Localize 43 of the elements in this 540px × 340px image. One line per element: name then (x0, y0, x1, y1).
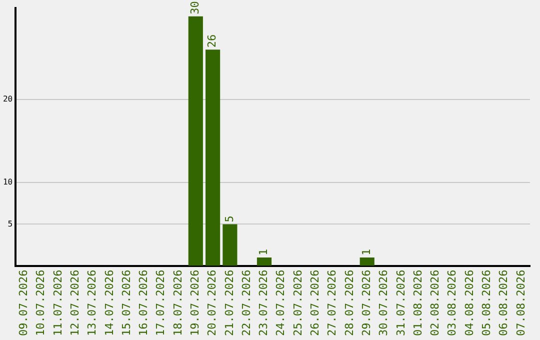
bar (222, 224, 238, 266)
bar (256, 257, 272, 266)
bar (206, 50, 220, 266)
bar (360, 257, 374, 266)
x-tick-label: 21.07.2026 (222, 270, 236, 336)
data-label: 1 (257, 248, 270, 256)
x-tick-label: 28.07.2026 (342, 270, 356, 336)
data-label: 1 (360, 248, 373, 256)
x-tick-label: 18.07.2026 (171, 270, 184, 336)
x-tick-label: 12.07.2026 (68, 270, 82, 336)
y-tick-label: 10 (2, 178, 13, 187)
x-tick-label: 17.07.2026 (154, 270, 168, 336)
x-tick-label: 14.07.2026 (102, 270, 116, 336)
data-label: 5 (222, 216, 236, 222)
x-tick-label: 15.07.2026 (120, 270, 133, 336)
x-tick-label: 19.07.2026 (188, 270, 202, 336)
y-tick-label: 5 (8, 219, 13, 228)
x-tick-label: 30.07.2026 (377, 270, 390, 336)
x-tick-label: 13.07.2026 (86, 270, 99, 336)
x-tick-label: 04.08.2026 (462, 270, 476, 336)
x-tick-label: 06.08.2026 (497, 270, 510, 336)
x-tick-label: 01.08.2026 (411, 270, 424, 336)
x-tick-label: 29.07.2026 (360, 270, 373, 336)
data-label: 30 (188, 1, 202, 14)
x-tick-label: 25.07.2026 (291, 270, 304, 336)
x-tick-label: 03.08.2026 (446, 270, 459, 336)
x-tick-label: 20.07.2026 (206, 270, 219, 336)
x-tick-label: 16.07.2026 (137, 270, 150, 336)
x-tick-label: 31.07.2026 (394, 270, 408, 336)
x-tick-label: 05.08.2026 (480, 270, 493, 336)
x-tick-label: 10.07.2026 (34, 270, 48, 336)
bar (188, 16, 203, 266)
x-tick-label: 07.08.2026 (514, 270, 528, 336)
data-label: 26 (206, 34, 219, 48)
x-tick-label: 27.07.2026 (326, 270, 339, 336)
y-tick-label: 20 (2, 94, 13, 104)
x-tick-label: 11.07.2026 (51, 270, 64, 336)
x-tick-label: 22.07.2026 (240, 270, 253, 336)
x-tick-label: 24.07.2026 (274, 270, 288, 336)
x-tick-label: 02.08.2026 (428, 270, 442, 336)
x-tick-label: 23.07.2026 (257, 270, 270, 336)
x-tick-label: 09.07.2026 (17, 270, 30, 336)
x-tick-label: 26.07.2026 (308, 270, 322, 336)
